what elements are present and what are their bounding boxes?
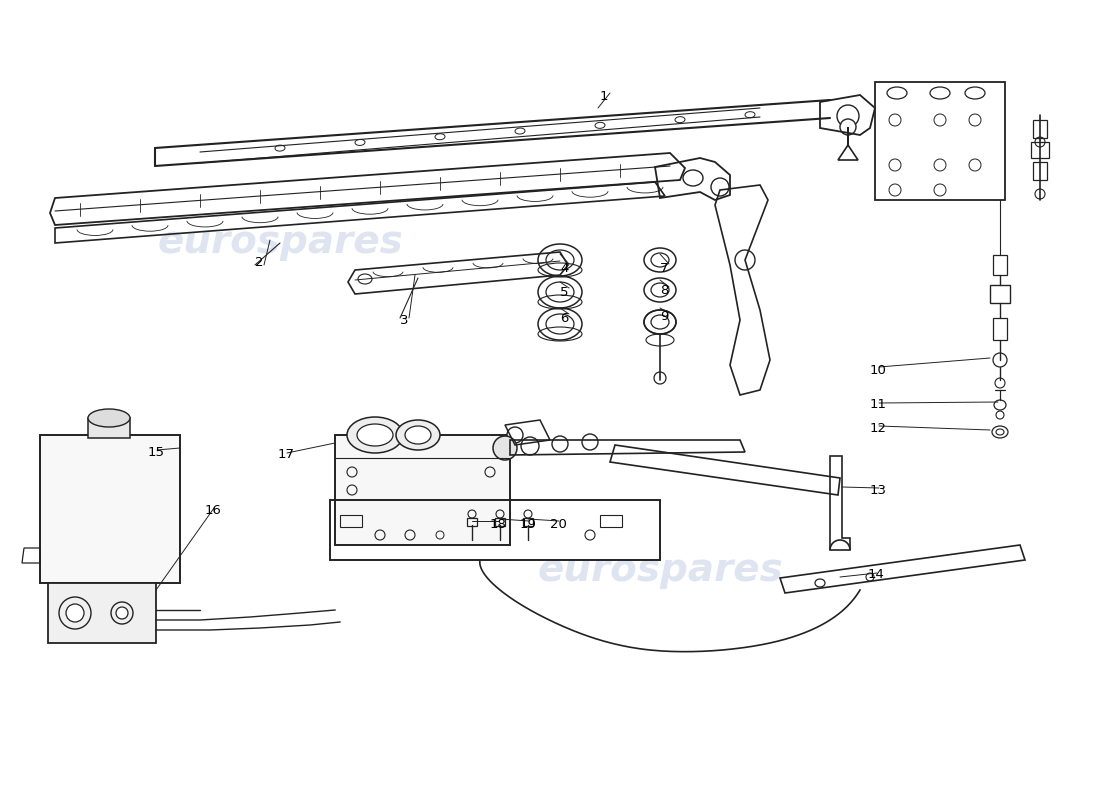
Bar (336, 435, 510, 545)
Ellipse shape (711, 178, 729, 196)
Ellipse shape (493, 436, 517, 460)
Text: 4: 4 (560, 262, 569, 274)
Text: 3: 3 (400, 314, 408, 326)
Bar (40, 435, 180, 583)
Bar (88, 418, 130, 438)
Text: 7: 7 (660, 262, 669, 274)
Text: 15: 15 (148, 446, 165, 459)
Ellipse shape (66, 604, 84, 622)
Bar (495, 518, 505, 526)
Text: 19: 19 (520, 518, 537, 530)
Text: 12: 12 (870, 422, 887, 434)
Bar (993, 318, 1007, 340)
Text: 17: 17 (278, 449, 295, 462)
Ellipse shape (358, 424, 393, 446)
Ellipse shape (346, 417, 403, 453)
Ellipse shape (735, 250, 755, 270)
Text: 18: 18 (490, 518, 507, 530)
Bar (48, 583, 156, 643)
Text: 5: 5 (560, 286, 569, 298)
Bar (468, 518, 477, 526)
Bar (1033, 120, 1047, 138)
Text: 16: 16 (205, 503, 222, 517)
Text: eurospares: eurospares (157, 223, 403, 261)
Ellipse shape (405, 426, 431, 444)
Text: 10: 10 (870, 363, 887, 377)
Ellipse shape (396, 420, 440, 450)
Ellipse shape (840, 119, 856, 135)
Ellipse shape (88, 409, 130, 427)
Text: eurospares: eurospares (537, 551, 783, 589)
Bar (993, 255, 1007, 275)
Bar (990, 285, 1010, 303)
Text: 13: 13 (870, 483, 887, 497)
Text: 11: 11 (870, 398, 887, 411)
Ellipse shape (507, 427, 522, 443)
Ellipse shape (116, 607, 128, 619)
Text: 2: 2 (255, 255, 264, 269)
Text: 6: 6 (560, 311, 569, 325)
Bar (340, 515, 362, 527)
Text: 14: 14 (868, 569, 884, 582)
Text: 8: 8 (660, 283, 669, 297)
Text: 9: 9 (660, 310, 669, 322)
Bar (600, 515, 621, 527)
Text: 1: 1 (600, 90, 608, 103)
Bar (522, 518, 534, 526)
Text: 20: 20 (550, 518, 566, 530)
Bar (1031, 142, 1049, 158)
Bar (1033, 162, 1047, 180)
